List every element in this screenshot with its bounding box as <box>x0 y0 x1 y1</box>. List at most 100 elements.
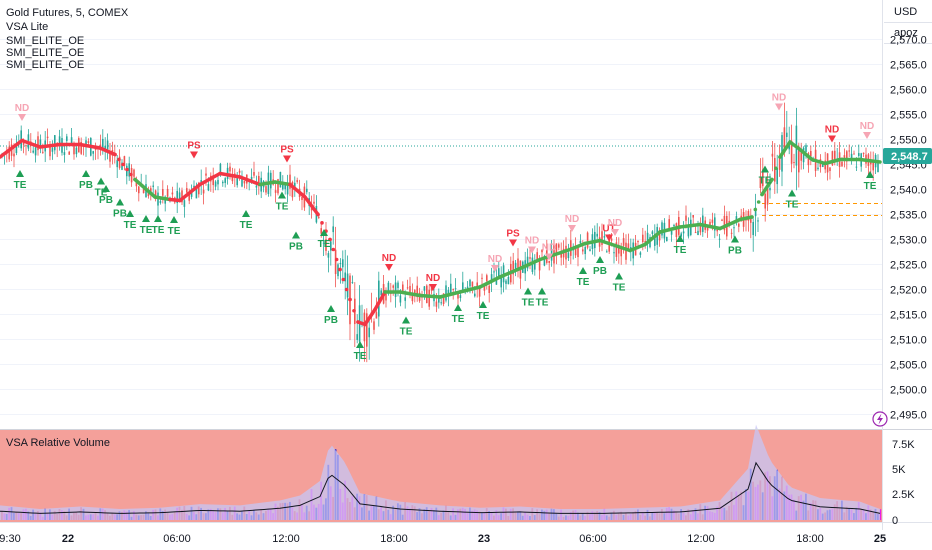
candle-body <box>610 238 613 241</box>
signal-label: PS <box>506 229 520 240</box>
symbol-title[interactable]: Gold Futures, 5, COMEX <box>6 7 129 19</box>
candle-body <box>438 295 440 303</box>
candle-body <box>841 161 843 167</box>
candle-body <box>142 189 145 194</box>
candle-body <box>783 127 786 153</box>
volume-average-line <box>0 424 881 520</box>
trend-segment <box>658 225 682 234</box>
signal-label: ND <box>15 103 29 114</box>
signal-label: TE <box>759 176 772 187</box>
trend-line <box>0 138 882 327</box>
candle-body <box>320 228 322 234</box>
candle-body <box>798 146 800 173</box>
candle-body <box>584 246 586 255</box>
candle-body <box>344 272 346 282</box>
candle-body <box>212 175 214 186</box>
candle-body <box>159 201 162 203</box>
candle-body <box>176 190 178 203</box>
candle-body <box>829 167 831 171</box>
signal-label: TE <box>477 311 490 322</box>
candle-body <box>759 177 762 189</box>
trend-segment <box>718 217 742 231</box>
price-tick: 2,515.0 <box>890 310 927 322</box>
signal-te: TE <box>140 215 153 236</box>
candle-body <box>150 188 152 194</box>
indicator-label[interactable]: SMI_ELITE_OE <box>6 59 84 71</box>
trend-segment <box>613 243 632 253</box>
candle-body <box>25 145 27 147</box>
signal-label: TE <box>536 298 549 309</box>
candle-body <box>507 276 510 285</box>
signal-te: TE <box>674 235 687 256</box>
volume-pane[interactable]: VSA Relative Volume <box>0 424 882 522</box>
signal-label: PB <box>324 315 338 326</box>
lightning-icon[interactable] <box>872 411 888 427</box>
candle-body <box>205 173 207 176</box>
candle-body <box>330 241 332 251</box>
candle-body <box>385 293 387 301</box>
volume-tick: 5K <box>892 464 906 476</box>
trend-segment <box>258 180 277 187</box>
price-tick: 2,505.0 <box>890 360 927 372</box>
candle-body <box>152 185 154 187</box>
candle-body <box>877 160 879 172</box>
candle-body <box>802 147 805 163</box>
candle-body <box>306 188 308 193</box>
trend-segment <box>38 142 62 149</box>
legend[interactable]: Gold Futures, 5, COMEX VSA Lite SMI_ELIT… <box>6 7 129 71</box>
candle-body <box>620 247 622 257</box>
candle-body <box>457 292 459 299</box>
candle-body <box>454 288 457 290</box>
candle-body <box>694 232 697 234</box>
triangle-down-icon <box>611 229 619 236</box>
trend-segment <box>810 157 827 166</box>
candle-body <box>380 290 382 296</box>
signal-pb: PB <box>113 198 127 220</box>
trend-dot <box>352 308 356 313</box>
triangle-up-icon <box>126 210 134 217</box>
trend-dot <box>129 172 133 177</box>
candle-body <box>181 190 183 203</box>
triangle-up-icon <box>356 341 364 348</box>
price-axis-mode[interactable]: apoz <box>894 27 918 39</box>
candle-body <box>529 257 531 259</box>
trend-segment <box>458 285 482 294</box>
price-tick: 2,495.0 <box>890 410 927 422</box>
candle-body <box>490 274 493 282</box>
signal-te: TE <box>14 170 27 191</box>
trend-segment <box>788 140 802 152</box>
candle-body <box>459 295 462 298</box>
candle-body <box>332 226 334 233</box>
candle-body <box>654 233 656 246</box>
candle-body <box>853 153 855 155</box>
price-tick: 2,565.0 <box>890 60 927 72</box>
price-tick: 2,555.0 <box>890 110 927 122</box>
indicator-label[interactable]: SMI_ELITE_OE <box>6 35 84 47</box>
candle-body <box>265 186 267 193</box>
trend-segment <box>218 171 242 179</box>
candle-body <box>682 231 685 234</box>
price-axis-currency[interactable]: USD <box>894 6 917 18</box>
triangle-down-icon <box>775 103 783 111</box>
triangle-up-icon <box>761 165 769 173</box>
signal-te: TE <box>522 287 535 309</box>
trend-segment <box>238 175 262 187</box>
candle-body <box>596 233 598 237</box>
candle-body <box>301 196 303 201</box>
indicator-label[interactable]: VSA Lite <box>6 21 48 33</box>
price-axis[interactable]: USD apoz 2,495.0 2,500.0 2,505.0 2,510.0 2,5… <box>883 6 932 422</box>
level-lines <box>0 145 882 216</box>
indicator-label[interactable]: SMI_ELITE_OE <box>6 47 84 59</box>
trend-segment <box>153 195 172 202</box>
candle-body <box>270 172 272 189</box>
price-tick: 2,510.0 <box>890 335 927 347</box>
time-axis[interactable]: 9:30 22 06:00 12:00 18:00 23 06:00 12:00… <box>0 533 886 545</box>
candle-body <box>430 286 433 291</box>
price-tick: 2,500.0 <box>890 385 927 397</box>
candle-body <box>327 253 330 258</box>
candle-body <box>673 224 675 227</box>
signal-te: TE <box>240 210 253 231</box>
price-tick: 2,530.0 <box>890 235 927 247</box>
